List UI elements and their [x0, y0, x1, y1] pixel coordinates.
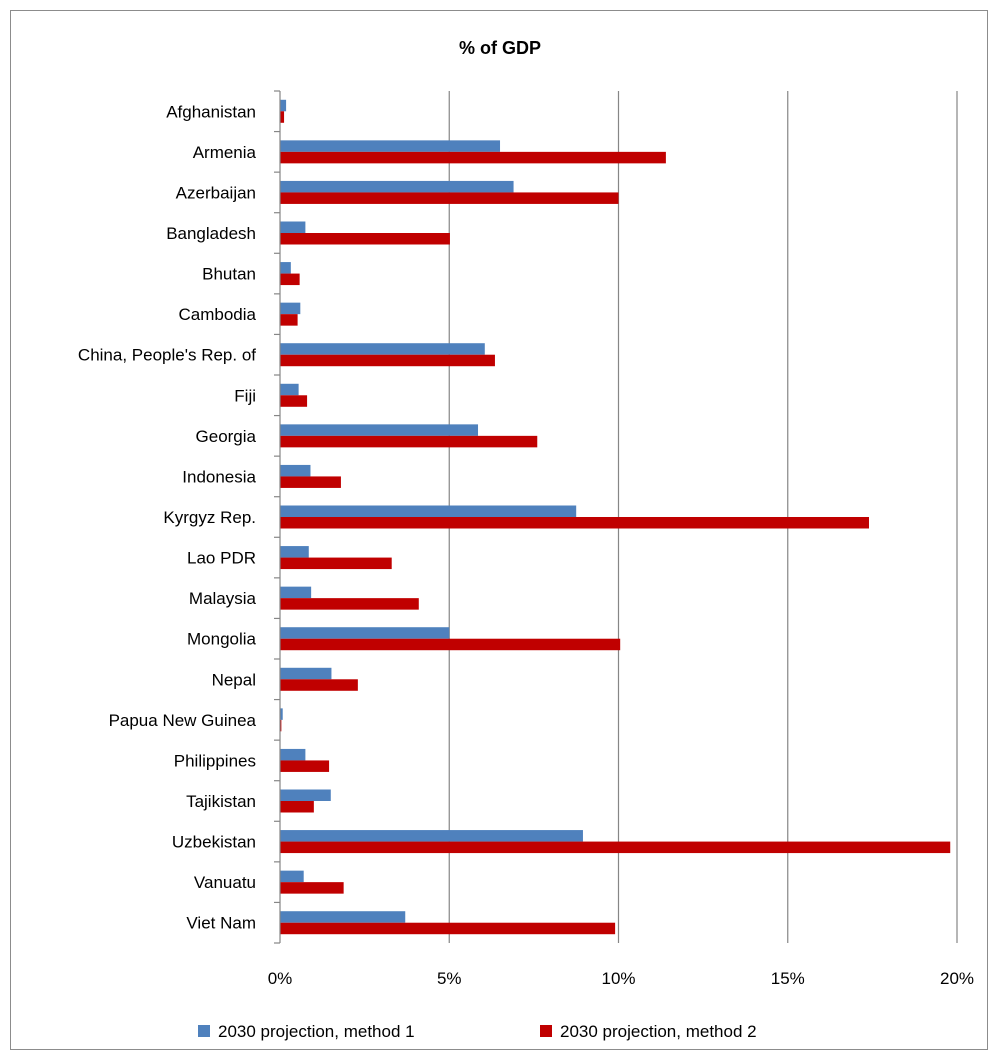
bar-1 — [280, 546, 309, 558]
bars — [280, 99, 951, 935]
bar-2 — [280, 476, 341, 488]
bar-2 — [280, 841, 951, 854]
y-axis — [274, 90, 281, 944]
bar-2 — [280, 679, 358, 691]
bar-1 — [280, 748, 306, 761]
bar-1 — [280, 708, 283, 720]
legend-swatch — [540, 1025, 552, 1037]
bar-2 — [280, 922, 616, 935]
bar-2 — [280, 435, 538, 448]
bar-2 — [280, 395, 308, 407]
bar-2 — [280, 314, 298, 326]
bar-2 — [280, 719, 282, 732]
bar-1 — [280, 627, 450, 639]
bar-2 — [280, 801, 314, 813]
bar-2 — [280, 192, 619, 204]
x-tick-labels: 0% 5% 10% 15% 20% — [268, 969, 974, 988]
bar-2 — [280, 354, 495, 367]
category-label: Viet Nam — [186, 914, 256, 933]
legend: 2030 projection, method 1 2030 projection… — [198, 1022, 757, 1041]
bar-2 — [280, 882, 344, 894]
bar-1 — [280, 464, 311, 477]
category-label: Indonesia — [182, 467, 256, 486]
category-label: Lao PDR — [187, 549, 256, 568]
bar-2 — [280, 598, 419, 610]
category-label: Azerbaijan — [176, 183, 256, 202]
bar-2 — [280, 151, 666, 164]
bar-1 — [280, 505, 577, 517]
legend-label: 2030 projection, method 1 — [218, 1022, 415, 1041]
bar-1 — [280, 667, 332, 680]
category-label: Kyrgyz Rep. — [163, 508, 256, 527]
bar-1 — [280, 302, 301, 315]
bar-1 — [280, 221, 306, 233]
category-label: Tajikistan — [186, 792, 256, 811]
category-label: Afghanistan — [166, 102, 256, 121]
x-tick-label: 10% — [601, 969, 635, 988]
legend-swatch — [198, 1025, 210, 1037]
x-tick-label: 20% — [940, 969, 974, 988]
bar-1 — [280, 870, 304, 883]
bar-1 — [280, 180, 514, 193]
category-label: Bhutan — [202, 265, 256, 284]
bar-2 — [280, 111, 285, 123]
legend-label: 2030 projection, method 2 — [560, 1022, 757, 1041]
category-label: Mongolia — [187, 630, 257, 649]
category-label: Papua New Guinea — [109, 711, 257, 730]
x-tick-label: 0% — [268, 969, 293, 988]
bar-1 — [280, 262, 291, 274]
category-label: Cambodia — [179, 305, 257, 324]
x-tick-label: 15% — [771, 969, 805, 988]
bar-1 — [280, 911, 406, 923]
category-label: Fiji — [234, 386, 256, 405]
bar-1 — [280, 140, 501, 152]
bar-1 — [280, 789, 331, 801]
bar-1 — [280, 586, 312, 599]
bar-2 — [280, 233, 450, 245]
bar-2 — [280, 273, 300, 286]
category-labels: Afghanistan Armenia Azerbaijan Bangladesh Bh… — [78, 102, 257, 932]
bar-1 — [280, 343, 485, 355]
category-label: Uzbekistan — [172, 833, 256, 852]
bar-1 — [280, 383, 299, 396]
x-tick-label: 5% — [437, 969, 462, 988]
bar-2 — [280, 557, 392, 570]
category-label: Vanuatu — [194, 873, 256, 892]
bar-2 — [280, 517, 869, 529]
category-label: Armenia — [193, 143, 257, 162]
category-label: Nepal — [212, 670, 256, 689]
category-label: China, People's Rep. of — [78, 346, 256, 365]
bar-1 — [280, 99, 287, 112]
category-label: Malaysia — [189, 589, 257, 608]
bar-1 — [280, 424, 479, 436]
category-label: Georgia — [196, 427, 257, 446]
bar-2 — [280, 638, 621, 651]
chart-title: % of GDP — [459, 38, 541, 58]
bar-1 — [280, 830, 583, 842]
category-label: Bangladesh — [166, 224, 256, 243]
category-label: Philippines — [174, 751, 256, 770]
bar-2 — [280, 760, 330, 772]
